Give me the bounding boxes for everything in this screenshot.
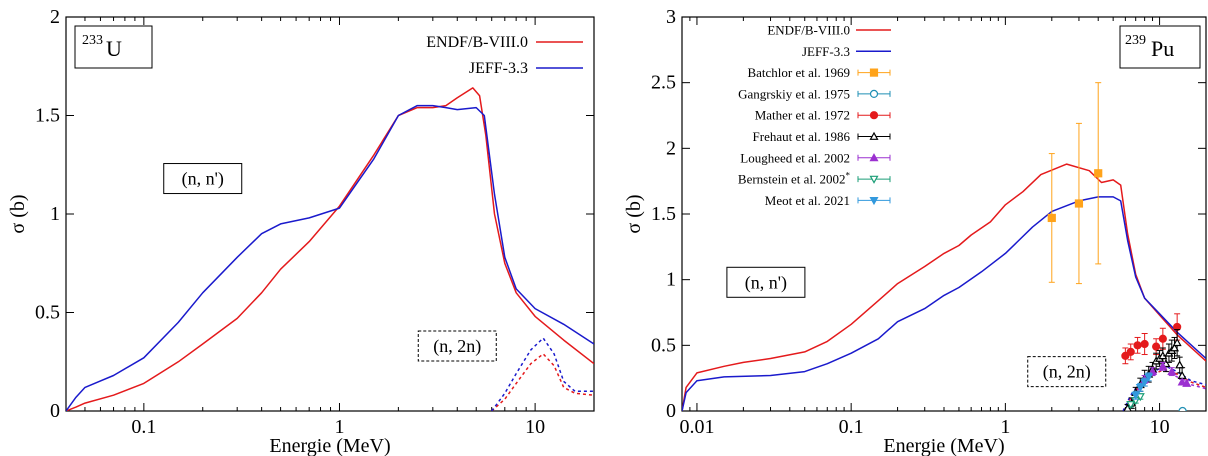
x-axis-label: Energie (MeV) bbox=[269, 435, 390, 456]
y-tick-label: 0 bbox=[50, 400, 60, 422]
data-point bbox=[1172, 337, 1182, 347]
data-point bbox=[1152, 342, 1161, 351]
series-line-endf bbox=[66, 87, 594, 411]
legend-marker bbox=[869, 175, 879, 184]
isotope-label: 239 Pu bbox=[1119, 25, 1201, 69]
experimental-points bbox=[1047, 82, 1192, 411]
data-point bbox=[1158, 361, 1168, 370]
reaction-label: (n, 2n) bbox=[433, 336, 481, 357]
data-point bbox=[1158, 334, 1167, 343]
reaction-label-box bbox=[726, 266, 806, 298]
series-lines bbox=[66, 87, 594, 411]
legend-label-sup: * bbox=[846, 171, 851, 181]
data-point bbox=[1135, 393, 1145, 402]
reaction-label: (n, 2n) bbox=[1043, 362, 1091, 383]
legend-label: JEFF-3.3 bbox=[469, 60, 528, 77]
y-axis-label: σ (b) bbox=[7, 194, 29, 233]
legend: ENDF/B-VIII.0 JEFF-3.3 bbox=[426, 34, 583, 77]
y-axis-label: σ (b) bbox=[623, 194, 645, 233]
data-point bbox=[1177, 377, 1187, 386]
legend-marker bbox=[869, 111, 879, 120]
data-point bbox=[1133, 341, 1142, 350]
data-point bbox=[1126, 401, 1136, 410]
series-line-endf bbox=[682, 163, 1206, 411]
legend-label: Meot et al. 2021 bbox=[765, 193, 850, 208]
y-tick-label: 1.5 bbox=[651, 203, 676, 225]
legend-label: Mather et al. 1972 bbox=[755, 108, 850, 123]
reaction-label: (n, n') bbox=[182, 169, 224, 190]
legend-label: Bernstein et al. 2002* bbox=[738, 171, 851, 187]
y-tick-label: 1.5 bbox=[35, 105, 60, 127]
data-point bbox=[1167, 366, 1177, 375]
reaction-label-box bbox=[163, 163, 243, 195]
data-point bbox=[1175, 360, 1185, 369]
reaction-labels: (n, n') (n, 2n) bbox=[726, 266, 1107, 388]
x-tick-label: 1 bbox=[334, 416, 344, 438]
legend-label: Batchlor et al. 1969 bbox=[747, 65, 850, 80]
x-tick-label: 10 bbox=[525, 416, 545, 438]
axis-ticks: 0.1 1 10 0 0.5 1 1.5 2 bbox=[35, 6, 595, 438]
isotope-symbol: U bbox=[106, 36, 122, 61]
x-tick-label: 0.1 bbox=[839, 416, 864, 438]
x-tick-label: 1 bbox=[1000, 416, 1010, 438]
data-point bbox=[1144, 373, 1154, 382]
series-line-n2n bbox=[491, 337, 594, 411]
reaction-label-box bbox=[1027, 356, 1107, 388]
y-tick-label: 0.5 bbox=[651, 334, 676, 356]
y-tick-label: 2 bbox=[50, 6, 60, 28]
y-tick-label: 0.5 bbox=[35, 302, 60, 324]
isotope-symbol: Pu bbox=[1151, 36, 1174, 61]
data-point bbox=[1074, 199, 1084, 208]
legend-label: Lougheed et al. 2002 bbox=[740, 150, 850, 165]
y-tick-label: 0 bbox=[666, 400, 676, 422]
legend-marker bbox=[869, 153, 879, 162]
series-line-n2n bbox=[1122, 368, 1206, 411]
reaction-label: (n, n') bbox=[745, 272, 787, 293]
y-tick-label: 2 bbox=[666, 137, 676, 159]
data-point bbox=[1178, 406, 1187, 411]
legend-marker bbox=[869, 131, 879, 140]
data-point bbox=[1094, 169, 1103, 178]
legend-label: Frehaut et al. 1986 bbox=[753, 129, 851, 144]
x-tick-label: 10 bbox=[1150, 416, 1170, 438]
reaction-label-box bbox=[417, 330, 497, 362]
legend-marker bbox=[869, 197, 879, 206]
x-tick-label: 0.1 bbox=[131, 416, 156, 438]
data-point bbox=[1182, 378, 1192, 387]
data-point bbox=[1126, 347, 1135, 356]
series-line-n2n bbox=[491, 353, 594, 411]
series-line-jeff bbox=[66, 104, 594, 411]
series-line-n2n bbox=[1124, 368, 1206, 411]
y-tick-label: 1 bbox=[666, 269, 676, 291]
panel-u233: 0.1 1 10 0 0.5 1 1.5 2 233 U ENDF/B-VIII.0 JEFF-… bbox=[7, 6, 595, 456]
isotope-mass: 239 bbox=[1125, 33, 1146, 48]
panel-pu239: 0.01 0.1 1 10 0 0.5 1 1.5 2 2.5 3 239 Pu ENDF/B-VI… bbox=[623, 6, 1207, 456]
data-point bbox=[1131, 391, 1141, 400]
isotope-label: 233 U bbox=[74, 25, 153, 69]
y-tick-label: 2.5 bbox=[651, 72, 676, 94]
legend-marker bbox=[869, 68, 879, 77]
isotope-mass: 233 bbox=[82, 33, 103, 48]
reaction-labels: (n, n') (n, 2n) bbox=[163, 163, 497, 362]
data-point bbox=[1170, 343, 1180, 352]
legend-label: Gangrskiy et al. 1975 bbox=[738, 86, 850, 101]
legend-marker bbox=[869, 89, 879, 99]
y-tick-label: 1 bbox=[50, 203, 60, 225]
legend-label: ENDF/B-VIII.0 bbox=[426, 34, 528, 51]
series-line-jeff bbox=[682, 196, 1206, 411]
axis-ticks: 0.01 0.1 1 10 0 0.5 1 1.5 2 2.5 3 bbox=[651, 6, 1207, 438]
legend-label: ENDF/B-VIII.0 bbox=[767, 23, 850, 38]
legend: ENDF/B-VIII.0 JEFF-3.3 Batchlor et al. 196… bbox=[738, 23, 891, 208]
x-tick-label: 0.01 bbox=[679, 416, 714, 438]
x-axis-label: Energie (MeV) bbox=[883, 435, 1004, 456]
y-tick-label: 3 bbox=[666, 6, 676, 28]
data-point bbox=[1140, 339, 1149, 349]
data-point bbox=[1047, 213, 1056, 223]
data-point bbox=[1121, 351, 1130, 360]
legend-label: JEFF-3.3 bbox=[802, 44, 850, 59]
